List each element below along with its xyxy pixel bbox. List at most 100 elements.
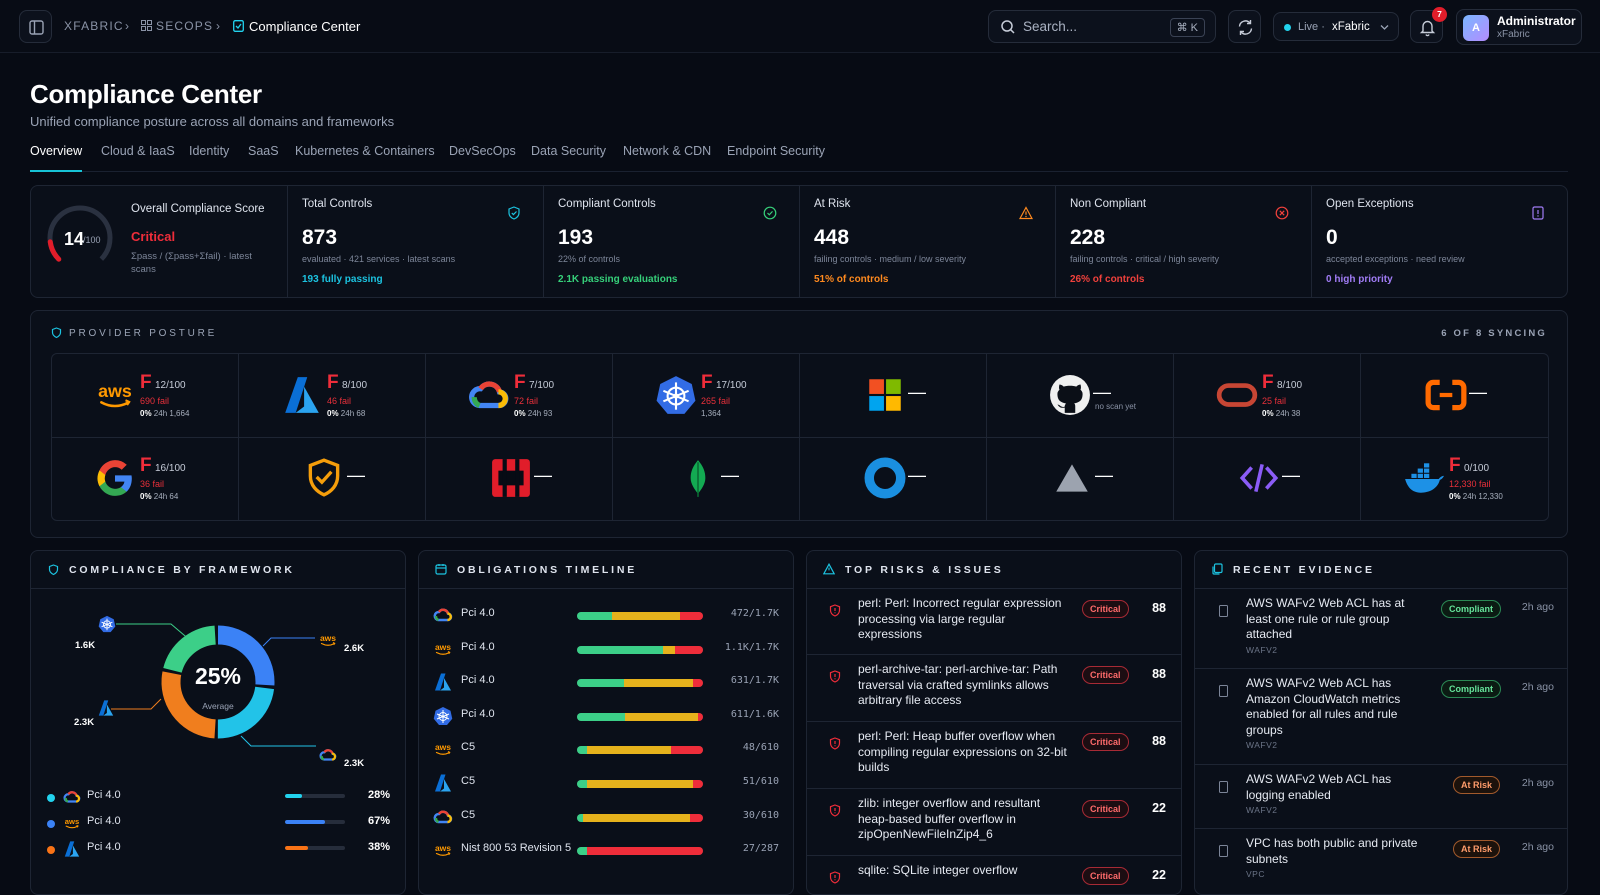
risk-row[interactable]: zlib: integer overflow and resultant hea… bbox=[807, 789, 1181, 856]
timeline-row[interactable]: aws C5 48/610 bbox=[419, 733, 794, 767]
obligation-count: 27/287 bbox=[742, 843, 779, 855]
callout-leader-line bbox=[116, 623, 192, 642]
framework-percent: 28% bbox=[367, 789, 390, 801]
provider-card[interactable]: — no scan yet bbox=[987, 354, 1174, 438]
status-badge: At Risk bbox=[1453, 840, 1501, 858]
panel-title: PROVIDER POSTURE bbox=[69, 328, 218, 339]
provider-card[interactable]: — bbox=[800, 354, 987, 438]
obligation-segment bbox=[577, 813, 584, 822]
evidence-row[interactable]: AWS WAFv2 Web ACL has Amazon CloudWatch … bbox=[1195, 669, 1567, 765]
tab-endpoint-security[interactable]: Endpoint Security bbox=[727, 144, 825, 158]
refresh-button[interactable] bbox=[1228, 10, 1261, 43]
risk-row[interactable]: perl-archive-tar: perl-archive-tar: Path… bbox=[807, 655, 1181, 722]
evidence-title: AWS WAFv2 Web ACL has Amazon CloudWatch … bbox=[1246, 676, 1401, 737]
donut-segment-azure[interactable] bbox=[161, 625, 275, 739]
framework-row[interactable]: aws Pci 4.0 67% bbox=[45, 813, 390, 835]
obligation-segment bbox=[692, 780, 703, 788]
environment-selector[interactable]: Live · xFabric bbox=[1273, 12, 1399, 41]
evidence-row[interactable]: AWS WAFv2 Web ACL has logging enabled WAF… bbox=[1195, 765, 1567, 829]
breadcrumb-section[interactable]: SECOPS bbox=[156, 19, 214, 33]
panel-title: OBLIGATIONS TIMELINE bbox=[457, 564, 638, 576]
callout-azure-value: 2.3K bbox=[74, 717, 95, 728]
notifications-button[interactable]: 7 bbox=[1410, 7, 1447, 43]
risk-row[interactable]: perl: Perl: Heap buffer overflow when co… bbox=[807, 722, 1181, 789]
risk-row[interactable]: sqlite: SQLite integer overflow Critical 2… bbox=[807, 856, 1181, 894]
risk-row[interactable]: perl: Perl: Incorrect regular expression… bbox=[807, 589, 1181, 655]
framework-progress-bar bbox=[285, 820, 345, 824]
tab-overview[interactable]: Overview bbox=[30, 144, 83, 172]
provider-meta: 0% 24h 1,664 bbox=[140, 409, 189, 418]
framework-row[interactable]: Pci 4.0 28% bbox=[45, 787, 390, 809]
aws-icon: aws bbox=[433, 840, 453, 860]
tab-devsecops[interactable]: DevSecOps bbox=[449, 144, 516, 158]
obligation-label: C5 bbox=[461, 775, 476, 787]
donut-segment-aws[interactable] bbox=[161, 625, 275, 739]
provider-card[interactable]: F 0/100 12,330 fail 0% 24h 12,330 bbox=[1361, 437, 1548, 521]
kpi-open-exceptions: Open Exceptions 0 accepted exceptions · … bbox=[1311, 186, 1567, 297]
framework-row[interactable]: Pci 4.0 38% bbox=[45, 839, 390, 861]
obligation-segment bbox=[577, 780, 588, 788]
timeline-row[interactable]: Pci 4.0 472/1.7K bbox=[419, 599, 794, 633]
obligation-segment bbox=[692, 679, 703, 688]
kpi-at-risk: At Risk 448 failing controls · medium / … bbox=[799, 186, 1055, 297]
donut-center-value: 25% bbox=[194, 663, 242, 689]
openshift-icon bbox=[490, 457, 532, 499]
timeline-row[interactable]: Pci 4.0 631/1.7K bbox=[419, 666, 794, 700]
panel-header: OBLIGATIONS TIMELINE bbox=[419, 551, 793, 589]
provider-card[interactable]: — bbox=[800, 437, 987, 521]
provider-card[interactable]: F 16/100 36 fail 0% 24h 64 bbox=[52, 437, 239, 521]
sidebar-toggle-button[interactable] bbox=[19, 10, 52, 43]
code-icon bbox=[1238, 457, 1280, 499]
provider-card[interactable]: F 8/100 46 fail 0% 24h 68 bbox=[239, 354, 426, 438]
kpi-label: Non Compliant bbox=[1070, 198, 1147, 210]
provider-card[interactable]: — bbox=[987, 437, 1174, 521]
evidence-row[interactable]: VPC has both public and private subnets V… bbox=[1195, 829, 1567, 894]
sync-status: 6 OF 8 SYNCING bbox=[1441, 328, 1547, 339]
search-input[interactable]: Search... bbox=[1023, 19, 1078, 34]
provider-card[interactable]: — bbox=[1361, 354, 1548, 438]
evidence-item: AWS WAFv2 Web ACL has Amazon CloudWatch … bbox=[1246, 676, 1426, 754]
obligation-segment bbox=[583, 813, 691, 822]
obligation-count: 631/1.7K bbox=[730, 675, 779, 687]
tab-kubernetes-containers[interactable]: Kubernetes & Containers bbox=[295, 144, 435, 158]
search-box[interactable]: Search... ⌘ K bbox=[988, 10, 1216, 43]
tab-saas[interactable]: SaaS bbox=[248, 144, 279, 158]
kpi-value: 193 bbox=[558, 226, 594, 249]
timeline-row[interactable]: C5 51/610 bbox=[419, 767, 794, 801]
aws-icon: aws bbox=[63, 814, 81, 832]
azure-icon bbox=[63, 840, 81, 858]
kpi-footer: 193 fully passing bbox=[302, 274, 383, 285]
provider-card[interactable]: — bbox=[1174, 437, 1361, 521]
timeline-row[interactable]: C5 30/610 bbox=[419, 801, 794, 835]
donut-segment-gcp[interactable] bbox=[161, 625, 275, 739]
provider-evaluations: 24h 93 bbox=[527, 409, 553, 418]
callout-gcp-value: 2.3K bbox=[344, 758, 365, 769]
tab-data-security[interactable]: Data Security bbox=[531, 144, 607, 158]
kubernetes-icon bbox=[655, 374, 697, 416]
provider-card[interactable]: — bbox=[239, 437, 426, 521]
provider-card[interactable]: — bbox=[426, 437, 613, 521]
tab-network-cdn[interactable]: Network & CDN bbox=[623, 144, 712, 158]
timeline-row[interactable]: aws Nist 800 53 Revision 5 27/287 bbox=[419, 834, 794, 868]
provider-card[interactable]: aws F 12/100 690 fail 0% 24h 1,664 bbox=[52, 354, 239, 438]
user-menu[interactable]: A Administrator xFabric bbox=[1456, 9, 1582, 45]
provider-card[interactable]: F 17/100 265 fail 1,364 bbox=[613, 354, 800, 438]
tab-identity[interactable]: Identity bbox=[189, 144, 230, 158]
compliance-by-framework-panel: COMPLIANCE BY FRAMEWORK 25% Average 1.6K… bbox=[30, 550, 406, 895]
svg-text:aws: aws bbox=[435, 843, 451, 853]
kpi-non-compliant: Non Compliant 228 failing controls · cri… bbox=[1055, 186, 1311, 297]
provider-card[interactable]: F 7/100 72 fail 0% 24h 93 bbox=[426, 354, 613, 438]
timeline-row[interactable]: Pci 4.0 611/1.6K bbox=[419, 700, 794, 734]
provider-card[interactable]: F 8/100 25 fail 0% 24h 38 bbox=[1174, 354, 1361, 438]
provider-card[interactable]: — bbox=[613, 437, 800, 521]
provider-evaluations: 24h 64 bbox=[153, 492, 179, 501]
user-org: xFabric bbox=[1497, 29, 1530, 40]
provider-fail-count: 25 fail bbox=[1262, 396, 1287, 406]
donut-segment-kubernetes[interactable] bbox=[161, 625, 275, 739]
status-badge: Compliant bbox=[1441, 680, 1501, 698]
breadcrumb-root[interactable]: XFABRIC bbox=[64, 19, 124, 33]
chevron-down-icon bbox=[1380, 25, 1389, 30]
tab-cloud-iaas[interactable]: Cloud & IaaS bbox=[101, 144, 175, 158]
timeline-row[interactable]: aws Pci 4.0 1.1K/1.7K bbox=[419, 633, 794, 667]
evidence-row[interactable]: AWS WAFv2 Web ACL has at least one rule … bbox=[1195, 589, 1567, 669]
